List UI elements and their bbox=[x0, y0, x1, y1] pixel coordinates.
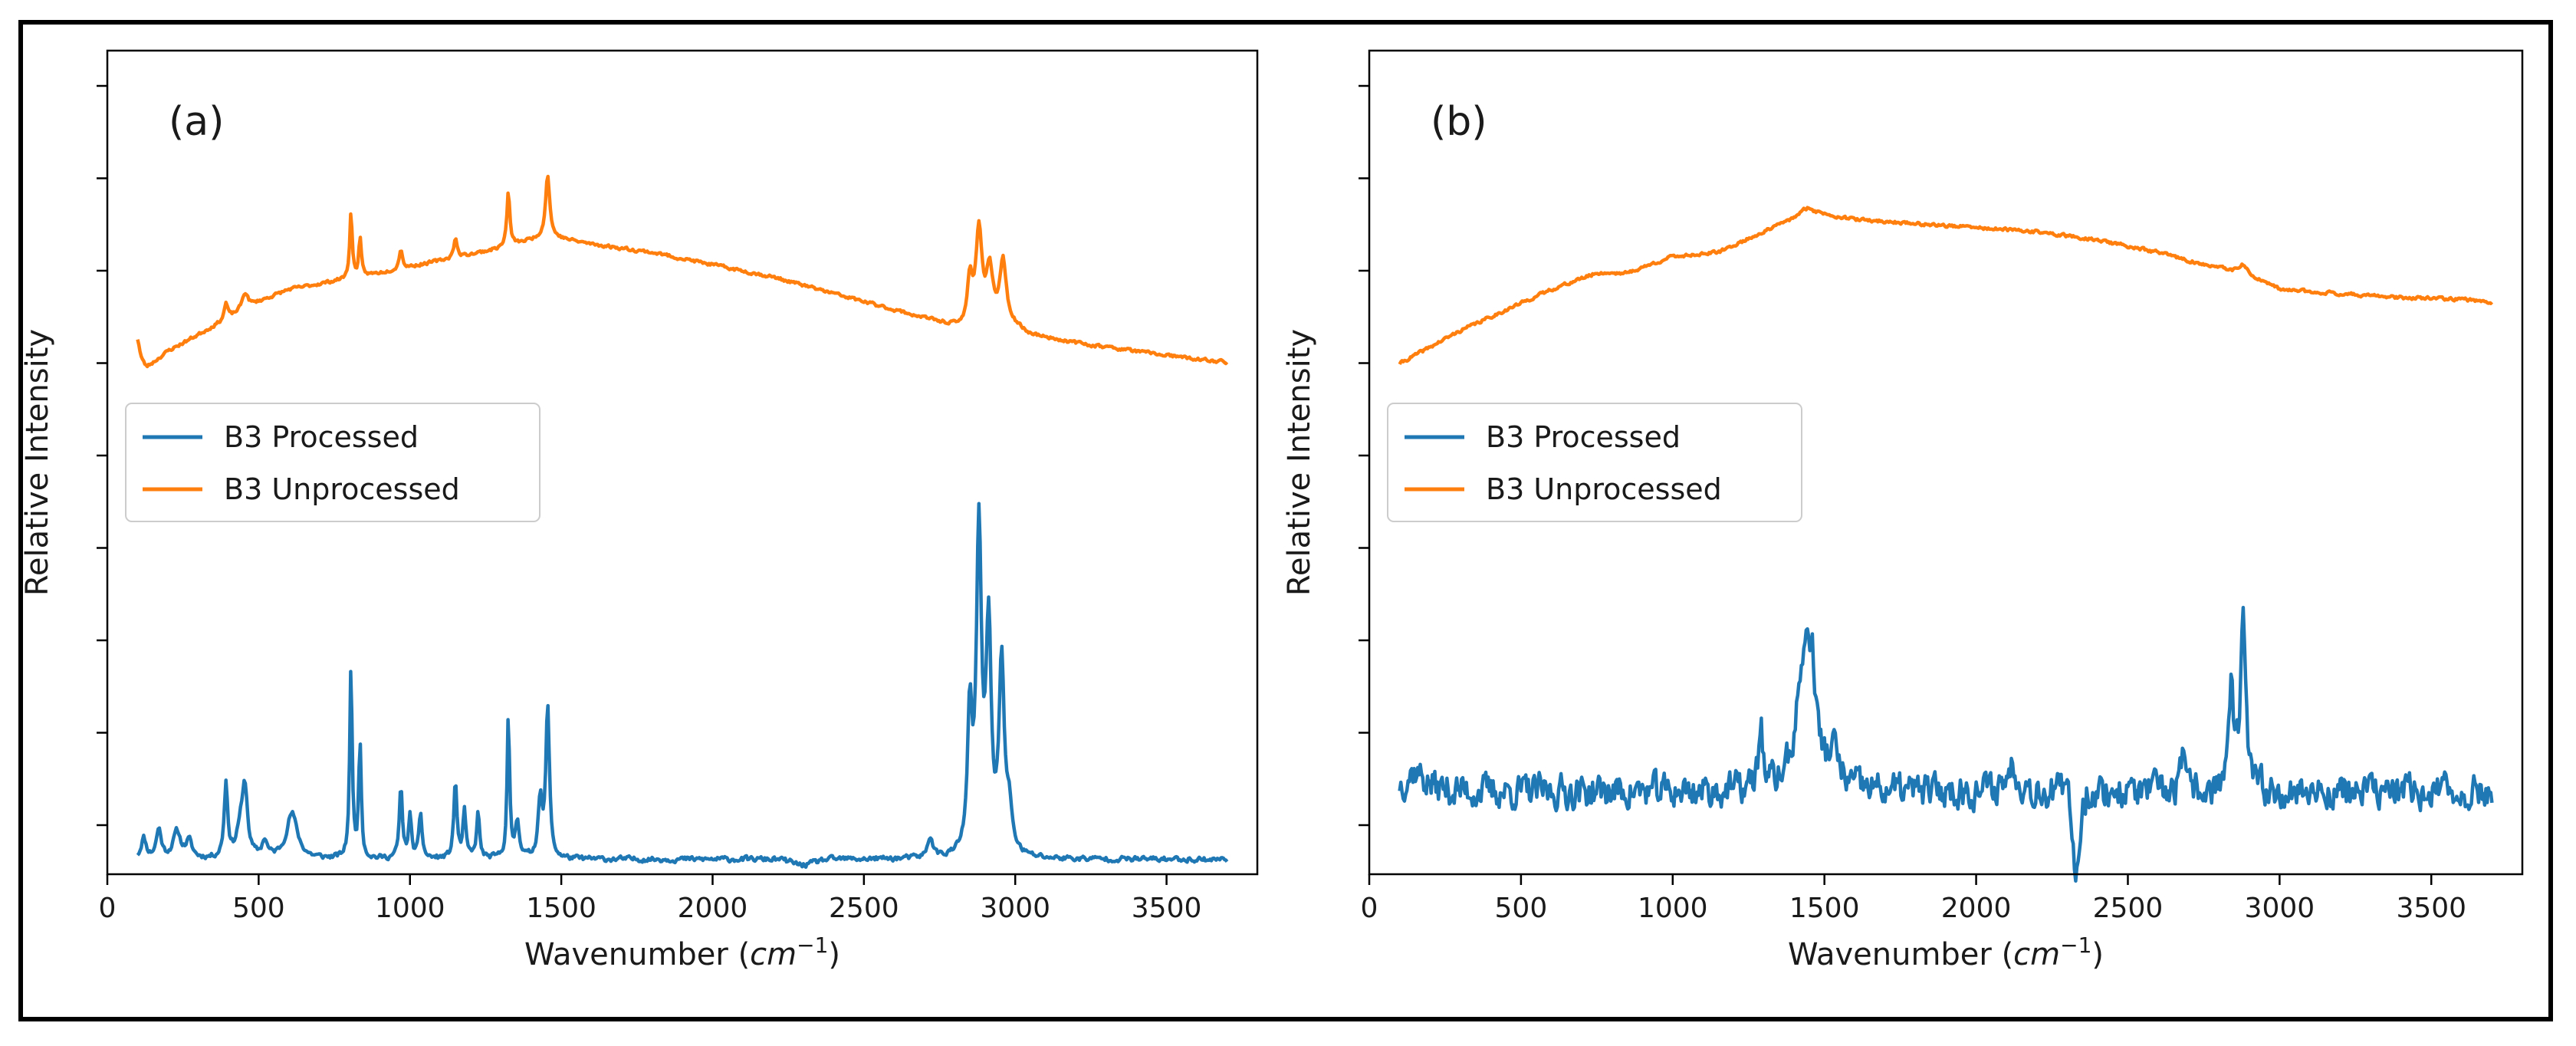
x-axis-label-unit: cm bbox=[750, 937, 797, 972]
x-tick-label: 2500 bbox=[2093, 893, 2164, 924]
figure-frame bbox=[18, 20, 2553, 1021]
x-tick-label: 1000 bbox=[375, 893, 445, 924]
x-axis-label-unit: cm bbox=[2013, 937, 2060, 972]
panel-a: 0 500 1000 1500 2000 2500 3000 3500 Wavenumber (… bbox=[20, 49, 1259, 972]
x-axis-label-main: Wavenumber ( bbox=[1788, 937, 2013, 972]
x-axis-label: Wavenumber (cm−1) bbox=[524, 933, 840, 972]
x-axis-label-close: ) bbox=[2091, 937, 2104, 972]
x-tick-label: 3500 bbox=[1132, 893, 1202, 924]
x-axis-label-exponent: −1 bbox=[797, 933, 828, 958]
y-axis-label: Relative Intensity bbox=[1282, 329, 1317, 596]
series-line-b3-processed bbox=[136, 502, 1229, 870]
x-tick-label: 3500 bbox=[2396, 893, 2466, 924]
x-tick-label: 500 bbox=[1495, 893, 1548, 924]
legend-label: B3 Processed bbox=[224, 420, 419, 454]
legend-box bbox=[125, 403, 540, 522]
x-axis-label-close: ) bbox=[828, 937, 840, 972]
legend-label: B3 Unprocessed bbox=[224, 472, 460, 506]
x-tick-label: 3000 bbox=[980, 893, 1050, 924]
axes-frame bbox=[106, 49, 1259, 876]
x-tick-label: 1500 bbox=[526, 893, 596, 924]
panel-b: 0 500 1000 1500 2000 2500 3000 3500 Wavenumber (… bbox=[1282, 49, 2524, 972]
x-tick-label: 2500 bbox=[829, 893, 899, 924]
series-line-b3-unprocessed bbox=[136, 174, 1229, 369]
series-line-b3-unprocessed bbox=[1398, 206, 2494, 366]
x-tick-label: 1500 bbox=[1789, 893, 1860, 924]
y-axis-label: Relative Intensity bbox=[20, 329, 55, 596]
x-axis-label-main: Wavenumber ( bbox=[524, 937, 750, 972]
x-tick-label: 2000 bbox=[1941, 893, 2012, 924]
x-tick-label: 1000 bbox=[1638, 893, 1708, 924]
series-line-b3-processed bbox=[1398, 605, 2494, 883]
x-tick-label: 0 bbox=[1361, 893, 1378, 924]
x-tick-label: 0 bbox=[99, 893, 117, 924]
legend-box bbox=[1387, 403, 1802, 522]
x-tick-label: 2000 bbox=[678, 893, 748, 924]
x-axis-label: Wavenumber (cm−1) bbox=[1788, 933, 2104, 972]
x-tick-label: 3000 bbox=[2245, 893, 2315, 924]
x-tick-label: 500 bbox=[232, 893, 285, 924]
legend-label: B3 Processed bbox=[1486, 420, 1681, 454]
x-axis-label-exponent: −1 bbox=[2060, 933, 2091, 958]
legend-label: B3 Unprocessed bbox=[1486, 472, 1722, 506]
panel-label: (b) bbox=[1431, 99, 1487, 145]
axes-frame bbox=[1368, 49, 2524, 876]
panel-label: (a) bbox=[169, 99, 224, 145]
